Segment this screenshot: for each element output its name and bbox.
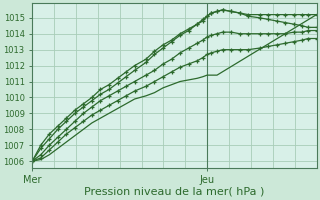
X-axis label: Pression niveau de la mer( hPa ): Pression niveau de la mer( hPa ) — [84, 187, 265, 197]
